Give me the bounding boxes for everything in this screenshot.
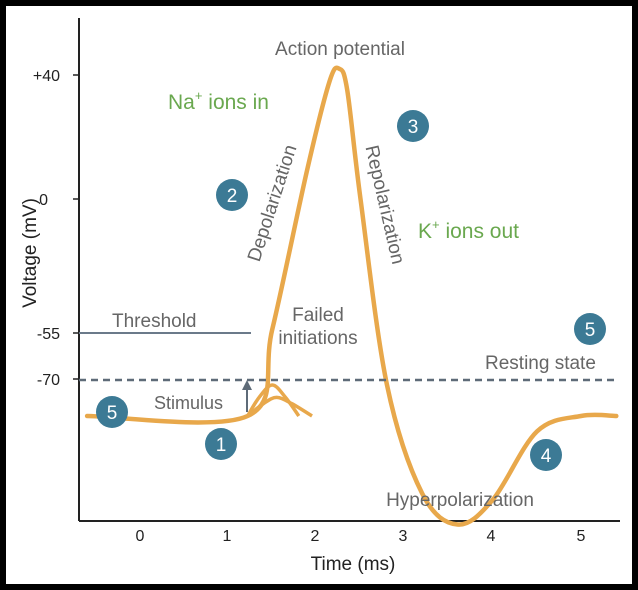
badge-number: 4	[541, 446, 552, 467]
badge-number: 3	[408, 117, 419, 138]
y-tick-marks	[73, 74, 79, 380]
badge-circle	[205, 428, 237, 460]
label-resting-state: Resting state	[485, 353, 596, 374]
x-tick-label: 5	[577, 528, 586, 545]
badge-circle	[574, 313, 606, 345]
label-failed-line1: Failed	[292, 305, 344, 326]
stimulus-arrow-head	[242, 380, 252, 390]
label-k-ions-out: K+ ions out	[418, 217, 519, 243]
k-suffix: ions out	[440, 220, 520, 243]
action-potential-curve	[84, 65, 619, 527]
x-tick-label: 2	[311, 528, 320, 545]
badge-number: 5	[585, 320, 596, 341]
action-potential-chart: +40 0 -55 -70 0 1 2 3 4 5 Time (ms) Volt…	[20, 18, 620, 575]
x-tick-label: 0	[136, 528, 145, 545]
badge-circle	[530, 439, 562, 471]
na-suffix: ions in	[202, 91, 269, 114]
k-symbol: K	[418, 220, 432, 243]
badge-number: 5	[107, 403, 118, 424]
badge-circle	[216, 179, 248, 211]
badge-5-right: 5	[574, 313, 606, 345]
badge-1: 1	[205, 428, 237, 460]
na-charge: +	[195, 88, 203, 103]
k-charge: +	[432, 217, 440, 232]
label-action-potential: Action potential	[275, 39, 405, 60]
label-na-ions-in: Na+ ions in	[168, 88, 269, 114]
y-tick-label: -55	[37, 326, 60, 343]
na-symbol: Na	[168, 91, 195, 114]
badge-5-left: 5	[96, 396, 128, 428]
label-hyperpolarization: Hyperpolarization	[386, 490, 534, 511]
badge-circle	[96, 396, 128, 428]
label-failed-line2: initiations	[278, 328, 357, 349]
y-axis-title: Voltage (mV)	[20, 198, 41, 308]
badge-4: 4	[530, 439, 562, 471]
y-tick-label: 0	[39, 192, 48, 209]
x-axis-title: Time (ms)	[311, 554, 396, 575]
badge-3: 3	[397, 110, 429, 142]
label-stimulus: Stimulus	[154, 393, 223, 413]
y-tick-label: +40	[33, 68, 60, 85]
badge-number: 2	[227, 186, 238, 207]
x-tick-label: 1	[223, 528, 232, 545]
badge-2: 2	[216, 179, 248, 211]
badge-number: 1	[216, 435, 227, 456]
y-tick-label: -70	[37, 372, 60, 389]
label-threshold: Threshold	[112, 311, 197, 332]
x-tick-label: 3	[399, 528, 408, 545]
x-tick-label: 4	[487, 528, 496, 545]
badge-circle	[397, 110, 429, 142]
